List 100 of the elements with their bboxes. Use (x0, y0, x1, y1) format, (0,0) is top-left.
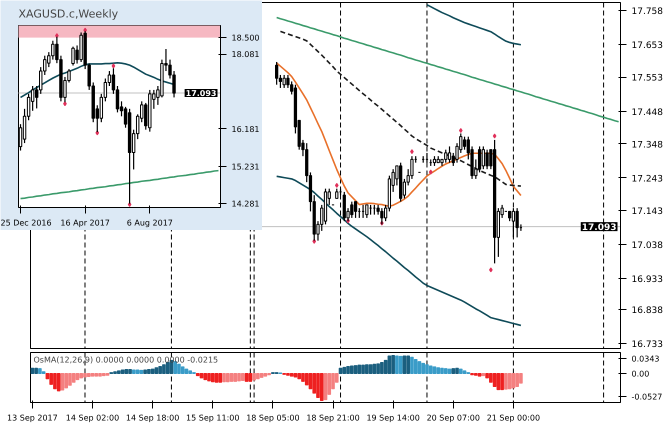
candlestick (516, 208, 519, 238)
bar (414, 358, 418, 374)
bar (492, 372, 496, 388)
bar (384, 360, 388, 374)
y-tick-label: 17.038 (632, 241, 664, 252)
x-tick-label: 18 Sep 05:00 (246, 414, 300, 422)
bar (418, 361, 422, 374)
bar (38, 368, 42, 374)
bar (304, 372, 309, 386)
bar (496, 372, 500, 390)
chart-title: XAGUSD.c,Weekly (18, 8, 119, 20)
bar (166, 362, 170, 374)
bar (425, 364, 429, 374)
y-tick-label: 17.758 (632, 7, 664, 18)
candlestick (354, 201, 358, 218)
bar (132, 369, 136, 374)
bar (320, 372, 324, 402)
bar (256, 372, 260, 380)
bar (177, 364, 181, 374)
bar (241, 372, 245, 381)
bar (90, 372, 94, 377)
bar (128, 369, 132, 374)
bar (72, 372, 76, 383)
bar (489, 372, 493, 383)
point (428, 170, 433, 175)
bar (124, 369, 128, 374)
y-tick-label: 16.181 (232, 124, 260, 134)
bar (388, 355, 392, 374)
candlestick (462, 136, 466, 150)
point (489, 267, 493, 272)
bar (120, 369, 124, 374)
bar (421, 362, 426, 374)
candlestick (448, 146, 452, 164)
y-tick-label: 18.081 (232, 50, 260, 60)
candlestick (275, 61, 278, 86)
candlestick (350, 201, 354, 218)
bar (79, 372, 84, 378)
point (458, 128, 463, 134)
bar (432, 366, 436, 374)
x-tick-label: 21 Sep 00:00 (486, 414, 540, 422)
bar (214, 372, 218, 383)
bar (248, 372, 252, 382)
y-tick-label: 16.733 (632, 340, 663, 350)
bar (428, 366, 433, 374)
bar (83, 372, 87, 378)
bar (244, 372, 248, 382)
candlestick (365, 204, 368, 218)
bar (188, 370, 192, 374)
bar (158, 366, 162, 374)
bar (312, 372, 316, 394)
bar (478, 372, 482, 377)
bar (260, 372, 264, 378)
bar (444, 368, 448, 374)
bar (68, 372, 72, 386)
bar (316, 372, 320, 398)
line-series (426, 4, 522, 46)
bar (301, 372, 305, 382)
line-series (280, 30, 522, 187)
x-tick-label: 13 Sep 2017 (7, 414, 58, 422)
bar (226, 372, 230, 382)
line-series (276, 176, 522, 326)
bar (338, 368, 342, 374)
y-tick-label: 0.00 (632, 369, 650, 378)
candlestick (508, 210, 512, 222)
bar (376, 363, 380, 374)
line-series (20, 170, 220, 200)
bar (440, 368, 444, 374)
bar (218, 372, 222, 383)
candlestick (444, 149, 448, 164)
bar (180, 366, 185, 374)
bar (500, 372, 504, 390)
bar (94, 372, 98, 377)
bar (398, 356, 402, 374)
candlestick (482, 146, 485, 170)
bar (140, 370, 144, 374)
y-tick-label: 17.143 (632, 206, 663, 217)
bar (354, 365, 358, 374)
bar (252, 372, 256, 381)
bar (60, 372, 64, 391)
bar (350, 366, 354, 374)
y-tick-label: 0.0343 (632, 354, 660, 364)
bar (56, 372, 60, 392)
x-tick-label: 19 Sep 14:00 (366, 414, 420, 422)
bar (150, 368, 154, 374)
bar (380, 362, 384, 374)
y-tick-label: 17.448 (632, 108, 664, 118)
ref-line-label: 17.093 (186, 88, 217, 98)
bar (508, 372, 512, 390)
bar (203, 372, 208, 380)
y-tick-label: 15.231 (232, 162, 260, 172)
x-tick-label: 20 Sep 07:00 (426, 414, 480, 422)
bar (410, 356, 414, 374)
bar (34, 368, 38, 374)
candlestick (376, 204, 380, 216)
bar (264, 372, 268, 377)
x-tick-label: 25 Dec 2016 (0, 218, 52, 228)
bar (436, 367, 440, 374)
chart-title: OsMA(12,26,9) 0.0000 0.0000 0.0000 -0.0215 (34, 356, 218, 364)
x-tick-label: 14 Sep 02:00 (66, 414, 120, 422)
y-tick-label: 18.500 (232, 34, 260, 43)
